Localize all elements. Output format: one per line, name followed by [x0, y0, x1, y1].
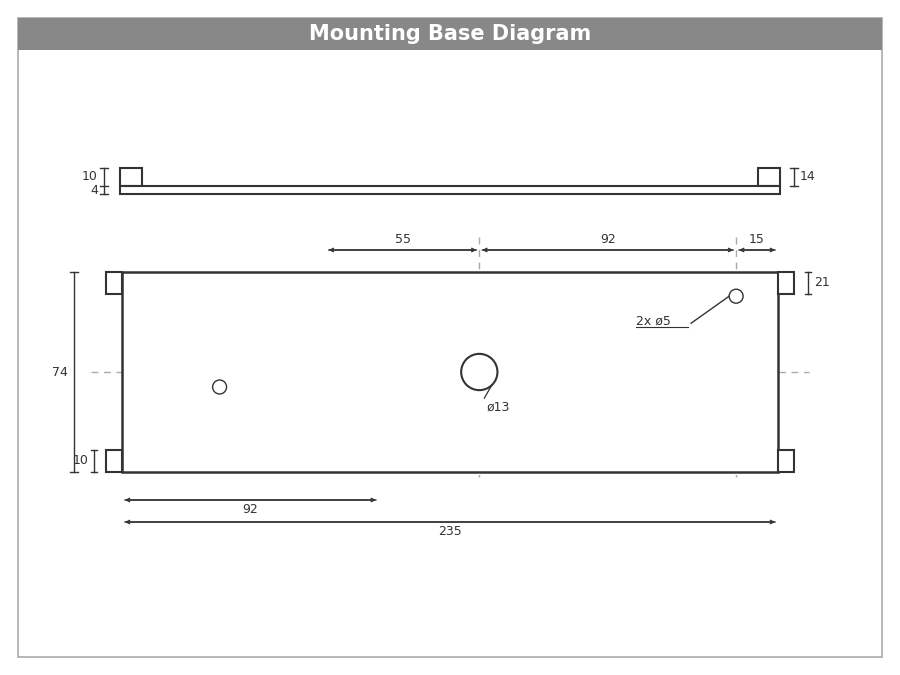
Bar: [106, 450, 122, 472]
Text: 55: 55: [394, 233, 410, 246]
Text: 4: 4: [90, 184, 98, 196]
Bar: [778, 450, 794, 472]
Text: 10: 10: [73, 454, 89, 468]
Text: Mounting Base Diagram: Mounting Base Diagram: [309, 24, 591, 44]
Text: 74: 74: [52, 365, 68, 379]
Text: 2x ø5: 2x ø5: [636, 315, 671, 327]
Text: 21: 21: [814, 277, 830, 290]
Text: 15: 15: [749, 233, 765, 246]
Text: 92: 92: [242, 503, 258, 516]
Bar: [106, 272, 122, 294]
Text: 10: 10: [82, 171, 98, 184]
Bar: [778, 272, 794, 294]
Bar: [120, 168, 142, 186]
Text: 92: 92: [599, 233, 616, 246]
Text: 14: 14: [800, 171, 815, 184]
Text: 235: 235: [438, 525, 462, 538]
Bar: [122, 272, 778, 472]
Bar: [120, 186, 780, 194]
Bar: [758, 168, 780, 186]
Text: ø13: ø13: [486, 400, 509, 413]
Bar: [18, 18, 882, 50]
